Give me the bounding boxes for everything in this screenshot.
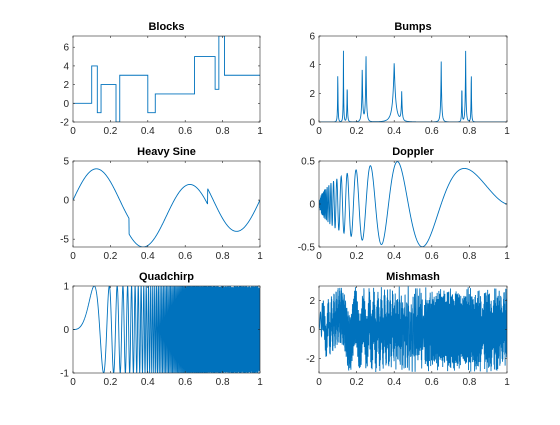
subplot-title: Mishmash	[386, 271, 440, 283]
x-tick-label: 0.6	[178, 126, 192, 137]
x-tick-label: 0.8	[216, 251, 230, 262]
y-tick-label: 6	[309, 32, 315, 43]
x-tick-label: 0.4	[387, 251, 401, 262]
axes-box	[72, 35, 261, 123]
y-tick-label: 4	[309, 60, 315, 71]
x-tick-label: 1	[257, 251, 263, 262]
x-tick-label: 0.4	[387, 377, 401, 388]
y-tick-label: 0	[63, 325, 69, 336]
x-tick-label: 0.2	[103, 126, 117, 137]
x-tick-label: 0.8	[216, 377, 230, 388]
plot-area	[73, 161, 260, 247]
x-tick-label: 0	[316, 251, 322, 262]
y-tick-label: -1	[60, 369, 69, 380]
x-tick-label: 0.2	[350, 251, 364, 262]
y-tick-label: -2	[306, 354, 315, 365]
subplot-title: Doppler	[392, 146, 434, 158]
x-tick-label: 0.2	[103, 251, 117, 262]
series-line	[319, 161, 507, 247]
x-tick-label: 0	[70, 251, 76, 262]
subplot-title: Heavy Sine	[137, 146, 196, 158]
y-tick-label: 2	[63, 80, 69, 91]
x-tick-label: 0.4	[141, 251, 155, 262]
x-tick-label: 0.8	[216, 126, 230, 137]
plot-area	[319, 36, 507, 122]
x-tick-label: 0.6	[178, 377, 192, 388]
y-tick-label: 4	[63, 61, 69, 72]
y-tick-label: 0	[309, 200, 315, 211]
x-tick-label: 0	[316, 377, 322, 388]
subplot-title: Blocks	[148, 21, 184, 33]
x-tick-label: 1	[257, 377, 263, 388]
y-tick-label: -5	[60, 235, 69, 246]
x-tick-label: 0.4	[387, 126, 401, 137]
x-tick-label: 0.8	[462, 377, 476, 388]
subplot-title: Bumps	[394, 21, 431, 33]
x-tick-label: 1	[257, 126, 263, 137]
y-tick-label: 0.5	[301, 157, 315, 168]
y-tick-label: 2	[309, 296, 315, 307]
x-tick-label: 0.8	[462, 251, 476, 262]
series-line	[73, 168, 260, 247]
axes-box	[72, 160, 261, 248]
series-line	[73, 286, 260, 373]
y-tick-label: 5	[63, 157, 69, 168]
subplot-6: 0 0.2 0.4 0.6 0.8 1 -2 0 2 Mishmash	[306, 271, 510, 388]
x-tick-label: 0.2	[350, 377, 364, 388]
series-line	[319, 286, 507, 373]
x-tick-label: 0.6	[425, 126, 439, 137]
y-tick-label: 0	[63, 196, 69, 207]
subplot-title: Quadchirp	[139, 271, 194, 283]
subplot-2: 0 0.2 0.4 0.6 0.8 1 0 2 4 6 Bumps	[309, 21, 510, 137]
y-tick-label: 2	[309, 89, 315, 100]
axes-box	[318, 35, 508, 123]
series-line	[73, 36, 260, 122]
x-tick-label: 0.2	[103, 377, 117, 388]
y-tick-label: -0.5	[298, 243, 316, 254]
x-tick-label: 0.6	[178, 251, 192, 262]
x-tick-label: 1	[504, 126, 510, 137]
y-tick-label: 1	[63, 282, 69, 293]
y-tick-label: -2	[60, 118, 69, 129]
x-tick-label: 0	[70, 377, 76, 388]
x-tick-label: 1	[504, 251, 510, 262]
x-tick-label: 0.4	[141, 377, 155, 388]
x-tick-label: 0.2	[350, 126, 364, 137]
x-tick-label: 1	[504, 377, 510, 388]
y-tick-label: 6	[63, 43, 69, 54]
x-tick-label: 0	[316, 126, 322, 137]
y-tick-label: 0	[309, 118, 315, 129]
x-tick-label: 0.8	[462, 126, 476, 137]
x-tick-label: 0.6	[425, 251, 439, 262]
x-tick-label: 0	[70, 126, 76, 137]
plot-area	[73, 36, 260, 122]
y-tick-label: 0	[63, 99, 69, 110]
y-tick-label: 0	[309, 325, 315, 336]
x-tick-label: 0.4	[141, 126, 155, 137]
x-tick-label: 0.6	[425, 377, 439, 388]
